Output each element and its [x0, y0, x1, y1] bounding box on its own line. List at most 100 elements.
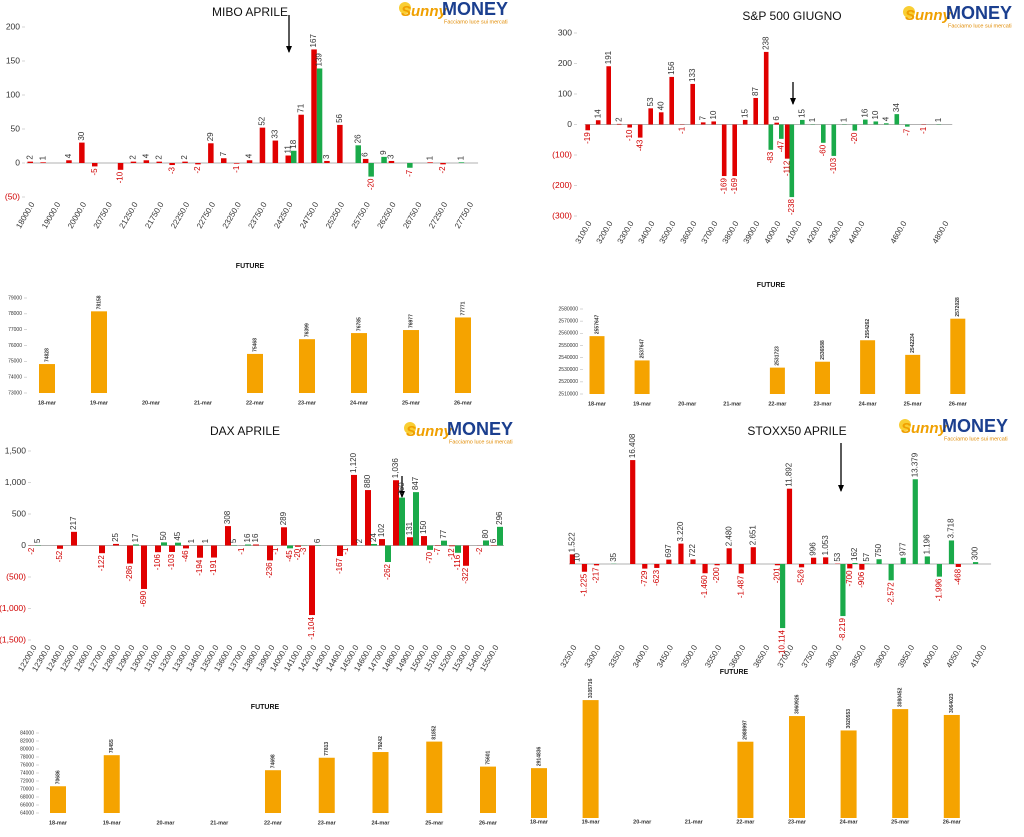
data-label: 6: [489, 538, 498, 543]
bar: [103, 755, 120, 813]
x-tick-label: 18-mar: [530, 819, 549, 825]
data-label: 10: [573, 552, 582, 561]
bar: [873, 121, 879, 125]
bar: [711, 121, 716, 125]
data-label: -7: [433, 547, 442, 555]
bar: [582, 700, 599, 818]
bar: [815, 361, 830, 394]
bar: [381, 156, 387, 163]
bar: [742, 119, 748, 125]
x-tick-label: 24-mar: [840, 819, 859, 825]
y-tick-label: 2540000: [559, 355, 579, 361]
bar: [780, 564, 786, 629]
bar: [309, 545, 315, 616]
bar: [393, 480, 399, 546]
x-tick-label: 26-mar: [943, 819, 962, 825]
data-label: -700: [845, 570, 854, 587]
bar: [368, 163, 374, 177]
arrow-head: [286, 46, 292, 53]
data-label: 1: [934, 117, 943, 122]
bar: [700, 122, 706, 125]
bar: [133, 544, 139, 546]
data-label: 15: [740, 108, 749, 117]
bar: [407, 163, 413, 168]
x-tick-label: 25-mar: [425, 820, 444, 826]
bar: [371, 543, 377, 546]
bar: [863, 119, 868, 125]
bar: [905, 354, 921, 394]
bar: [267, 545, 273, 561]
bar: [634, 360, 650, 394]
data-label: -52: [55, 550, 64, 562]
data-label: 6: [313, 538, 322, 543]
bar: [894, 114, 900, 125]
bar: [463, 545, 469, 566]
data-label: 133: [688, 68, 697, 82]
bar: [379, 539, 385, 546]
data-label: 977: [898, 542, 907, 556]
x-tick-label: 21-mar: [685, 819, 704, 825]
data-label: 3060926: [794, 694, 800, 714]
bar: [800, 119, 805, 125]
data-label: -10: [625, 129, 634, 141]
data-label: 10: [871, 110, 880, 119]
data-label: -729: [640, 570, 649, 587]
data-label: 217: [69, 516, 78, 530]
bar: [669, 76, 674, 125]
bar: [365, 490, 371, 546]
data-label: 2: [129, 155, 138, 160]
data-label: 3080452: [898, 687, 904, 707]
logo-brand: Sunny: [401, 3, 447, 20]
bar: [407, 537, 413, 546]
bar: [948, 540, 955, 564]
bar: [637, 124, 643, 138]
x-tick-label: 20-mar: [142, 400, 161, 406]
bar: [182, 161, 188, 163]
data-label: 2542234: [910, 333, 916, 353]
x-tick-label: 21-mar: [210, 820, 229, 826]
bar: [876, 559, 882, 564]
y-tick-label: 100: [558, 88, 572, 98]
data-label: 296: [495, 511, 504, 525]
arrow-head: [838, 485, 844, 492]
data-label: 70686: [55, 770, 61, 784]
data-label: 1,120: [349, 452, 358, 473]
bar: [738, 564, 744, 574]
data-label: 25: [111, 532, 120, 541]
data-label: 3064023: [949, 693, 955, 713]
bar: [690, 559, 696, 564]
data-label: 5: [33, 538, 42, 543]
data-label: 847: [411, 476, 420, 490]
data-label: 2.651: [748, 525, 757, 546]
data-label: -1.460: [700, 575, 709, 598]
y-tick-label: (500): [6, 571, 26, 581]
logo-sun: [899, 419, 911, 431]
logo-tagline: Facciamo luce sui mercati: [449, 439, 513, 445]
data-label: 1.053: [821, 535, 830, 556]
logo-tagline: Facciamo luce sui mercati: [944, 436, 1008, 442]
data-label: 4: [64, 153, 73, 158]
logo-sun: [404, 422, 416, 434]
x-tick-label: 20-mar: [156, 820, 175, 826]
bar: [595, 120, 601, 125]
data-label: -5: [90, 168, 99, 176]
data-label: -217: [592, 567, 601, 584]
data-label: -7: [902, 128, 911, 136]
bar: [221, 158, 227, 163]
data-label: 3105716: [588, 678, 594, 698]
data-label: -10.114: [778, 630, 787, 657]
bar: [225, 526, 231, 546]
y-tick-label: 72000: [20, 778, 34, 784]
bar: [50, 786, 66, 813]
data-label: -200: [712, 567, 721, 584]
bar: [130, 161, 137, 163]
data-label: -1: [341, 547, 350, 555]
bar: [318, 757, 335, 813]
data-label: 2: [154, 155, 163, 160]
x-tick-label: 24-mar: [371, 820, 390, 826]
data-label: 3.220: [676, 521, 685, 542]
bar: [99, 545, 105, 554]
bar: [92, 163, 98, 167]
bar: [455, 317, 471, 393]
bar: [413, 492, 419, 546]
